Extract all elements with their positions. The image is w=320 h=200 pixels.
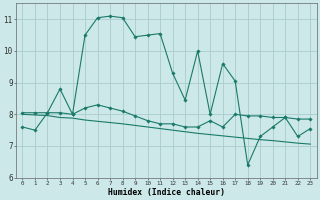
- X-axis label: Humidex (Indice chaleur): Humidex (Indice chaleur): [108, 188, 225, 197]
